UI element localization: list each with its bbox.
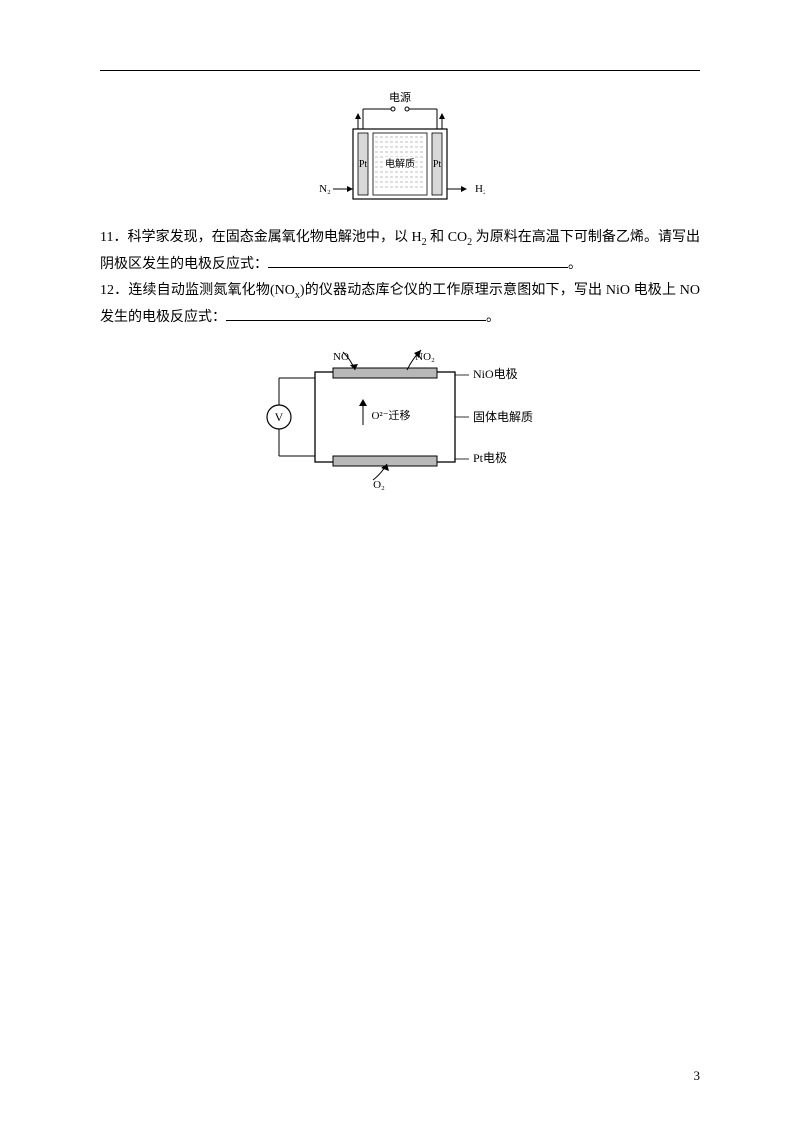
q11-end: 。 bbox=[568, 257, 582, 272]
svg-text:O₂: O₂ bbox=[373, 479, 385, 491]
q12-blank[interactable] bbox=[226, 307, 486, 321]
svg-text:固体电解质: 固体电解质 bbox=[473, 410, 533, 424]
svg-text:V: V bbox=[275, 410, 284, 424]
svg-text:Pt: Pt bbox=[433, 159, 442, 170]
electrolysis-cell-diagram: 电源 Pt Pt 电解质 N₂ H₂O bbox=[315, 91, 485, 211]
question-12: 12．连续自动监测氮氧化物(NOx)的仪器动态库仑仪的工作原理示意图如下，写出 … bbox=[100, 278, 700, 331]
svg-text:H₂O: H₂O bbox=[475, 183, 485, 195]
svg-text:N₂: N₂ bbox=[319, 183, 331, 195]
svg-text:NO: NO bbox=[333, 351, 349, 363]
q11-blank[interactable] bbox=[268, 254, 568, 268]
diagram-2-wrap: O²⁻迁移NiO电极固体电解质Pt电极NONO₂O₂V bbox=[100, 338, 700, 498]
q12-text-a: 连续自动监测氮氧化物(NO bbox=[128, 283, 295, 298]
q12-number: 12． bbox=[100, 283, 128, 298]
q11-text-a: 科学家发现，在固态金属氧化物电解池中，以 H bbox=[128, 230, 422, 245]
page-number: 3 bbox=[694, 1068, 701, 1084]
q11-number: 11． bbox=[100, 230, 128, 245]
header-rule bbox=[100, 70, 700, 71]
svg-text:电解质: 电解质 bbox=[385, 157, 415, 170]
page-content: 电源 Pt Pt 电解质 N₂ H₂O 11．科学家发现，在固态金属氧化物电解池中，以 H… bbox=[0, 0, 800, 498]
diagram-1-wrap: 电源 Pt Pt 电解质 N₂ H₂O bbox=[100, 91, 700, 211]
svg-text:Pt电极: Pt电极 bbox=[473, 451, 507, 465]
svg-text:Pt: Pt bbox=[359, 159, 368, 170]
q12-end: 。 bbox=[486, 310, 500, 325]
svg-text:O²⁻迁移: O²⁻迁移 bbox=[371, 409, 410, 422]
svg-text:NiO电极: NiO电极 bbox=[473, 367, 518, 381]
question-11: 11．科学家发现，在固态金属氧化物电解池中，以 H2 和 CO2 为原料在高温下… bbox=[100, 225, 700, 278]
coulometer-diagram: O²⁻迁移NiO电极固体电解质Pt电极NONO₂O₂V bbox=[245, 338, 555, 498]
q11-mid1: 和 CO bbox=[427, 230, 468, 245]
svg-text:电源: 电源 bbox=[389, 91, 411, 104]
